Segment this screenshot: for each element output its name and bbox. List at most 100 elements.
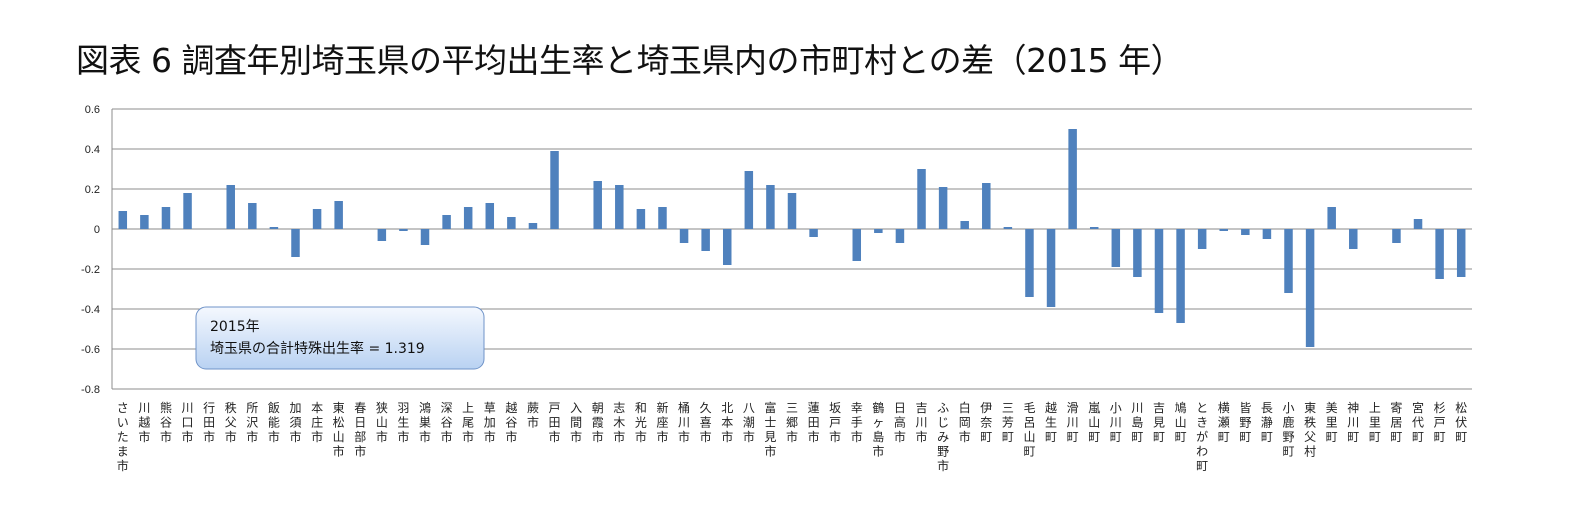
x-category-label: 坂戸市 bbox=[829, 401, 841, 444]
bar bbox=[1089, 227, 1099, 229]
x-category-label: 東松山市 bbox=[333, 401, 345, 459]
bar bbox=[1262, 229, 1272, 239]
bar bbox=[874, 229, 883, 233]
x-category-label: 所沢市 bbox=[246, 401, 258, 444]
bar bbox=[226, 185, 235, 229]
bar bbox=[485, 203, 495, 229]
x-category-label: 入間市 bbox=[570, 401, 582, 444]
bar bbox=[1003, 227, 1013, 229]
x-category-label: 三芳町 bbox=[1002, 401, 1014, 444]
bar bbox=[1413, 219, 1423, 229]
x-category-label: 加須市 bbox=[289, 401, 301, 444]
bar bbox=[183, 193, 192, 229]
bar bbox=[161, 207, 171, 229]
x-category-label: 深谷市 bbox=[441, 401, 453, 444]
bar bbox=[917, 169, 926, 229]
bar bbox=[1219, 229, 1228, 231]
x-category-label: 吉見町 bbox=[1153, 401, 1165, 444]
x-category-label: 富士見市 bbox=[764, 400, 776, 459]
y-tick-label: -0.4 bbox=[81, 304, 100, 316]
x-category-label: ときがわ町 bbox=[1196, 401, 1208, 473]
x-category-label: 久喜市 bbox=[700, 401, 712, 444]
bar-series bbox=[118, 129, 1466, 347]
bar bbox=[1241, 229, 1250, 235]
bar bbox=[334, 201, 343, 229]
bar bbox=[312, 209, 322, 229]
x-category-label: 宮代町 bbox=[1412, 400, 1424, 444]
bar bbox=[615, 185, 624, 229]
bar bbox=[1025, 229, 1034, 297]
y-tick-label: 0.6 bbox=[85, 104, 100, 116]
x-category-label: 志木市 bbox=[613, 401, 625, 444]
bar bbox=[1456, 229, 1466, 277]
x-category-label: さいたま市 bbox=[117, 401, 129, 473]
x-category-label: 飯能市 bbox=[268, 400, 280, 444]
x-category-label: 新座市 bbox=[656, 400, 668, 444]
x-category-label: 本庄市 bbox=[311, 401, 323, 444]
x-category-label: 伊奈町 bbox=[980, 401, 992, 444]
bar bbox=[766, 185, 775, 229]
y-axis-ticks: 0.6 0.4 0.2 0 -0.2 -0.4 -0.6 -0.8 bbox=[81, 104, 100, 396]
bar bbox=[1046, 229, 1056, 307]
y-tick-label: 0.2 bbox=[85, 184, 100, 196]
x-category-label: 小鹿野町 bbox=[1283, 401, 1295, 459]
x-category-label: 和光市 bbox=[635, 401, 647, 444]
bar bbox=[960, 221, 969, 229]
x-category-label: 白岡市 bbox=[959, 400, 971, 444]
y-tick-label: 0 bbox=[94, 224, 100, 236]
x-category-label: 美里町 bbox=[1326, 401, 1338, 444]
x-category-label: 皆野町 bbox=[1239, 401, 1251, 444]
bar bbox=[420, 229, 430, 245]
bar bbox=[1197, 229, 1207, 249]
x-category-label: 桶川市 bbox=[678, 400, 690, 444]
bar bbox=[679, 229, 689, 243]
bar bbox=[982, 183, 991, 229]
bar bbox=[399, 229, 408, 231]
x-category-label: 戸田市 bbox=[549, 401, 561, 444]
bar bbox=[463, 207, 473, 229]
x-category-label: 行田市 bbox=[203, 401, 215, 444]
bar bbox=[636, 209, 646, 229]
bar bbox=[550, 151, 559, 229]
x-category-label: 嵐山町 bbox=[1088, 401, 1100, 444]
x-category-label: 草加市 bbox=[484, 401, 496, 444]
bar bbox=[895, 229, 905, 243]
bar bbox=[744, 171, 754, 229]
bar bbox=[528, 223, 538, 229]
bar bbox=[722, 229, 732, 265]
x-category-label: 蕨市 bbox=[527, 401, 539, 430]
x-category-label: 秩父市 bbox=[225, 401, 237, 444]
bar bbox=[1392, 229, 1401, 243]
bar bbox=[787, 193, 797, 229]
annotation-line-2: 埼玉県の合計特殊出生率 = 1.319 bbox=[210, 340, 425, 357]
x-category-label: 越谷市 bbox=[505, 401, 517, 444]
bar bbox=[1327, 207, 1336, 229]
bar bbox=[442, 215, 451, 229]
x-category-label: 蓮田市 bbox=[808, 401, 820, 444]
bar bbox=[658, 207, 667, 229]
x-category-label: 上里町 bbox=[1369, 401, 1381, 444]
bar bbox=[701, 229, 710, 251]
x-category-label: 鶴ヶ島市 bbox=[872, 400, 884, 459]
x-category-label: 三郷市 bbox=[786, 401, 798, 444]
annotation-callout: 2015年 埼玉県の合計特殊出生率 = 1.319 bbox=[195, 306, 485, 370]
bar bbox=[377, 229, 387, 241]
x-category-label: 朝霞市 bbox=[592, 401, 604, 444]
bar bbox=[1133, 229, 1142, 277]
x-category-label: ふじみ野市 bbox=[937, 401, 949, 473]
x-category-label: 越生町 bbox=[1045, 401, 1057, 444]
x-category-label: 川島町 bbox=[1131, 401, 1143, 444]
chart-title: 図表 6 調査年別埼玉県の平均出生率と埼玉県内の市町村との差（2015 年） bbox=[76, 41, 1184, 80]
x-category-label: 神川町 bbox=[1347, 401, 1359, 444]
bar bbox=[1154, 229, 1164, 313]
bar bbox=[1435, 229, 1444, 279]
x-category-label: 横瀬町 bbox=[1218, 401, 1230, 444]
x-category-label: 上尾市 bbox=[462, 401, 474, 444]
x-category-label: 熊谷市 bbox=[160, 400, 172, 444]
x-category-label: 日高市 bbox=[894, 401, 906, 444]
x-axis-labels: さいたま市川越市熊谷市川口市行田市秩父市所沢市飯能市加須市本庄市東松山市春日部市… bbox=[117, 400, 1467, 473]
x-category-label: 松伏町 bbox=[1455, 401, 1467, 444]
x-category-label: 寄居町 bbox=[1390, 400, 1402, 444]
bar bbox=[291, 229, 300, 257]
